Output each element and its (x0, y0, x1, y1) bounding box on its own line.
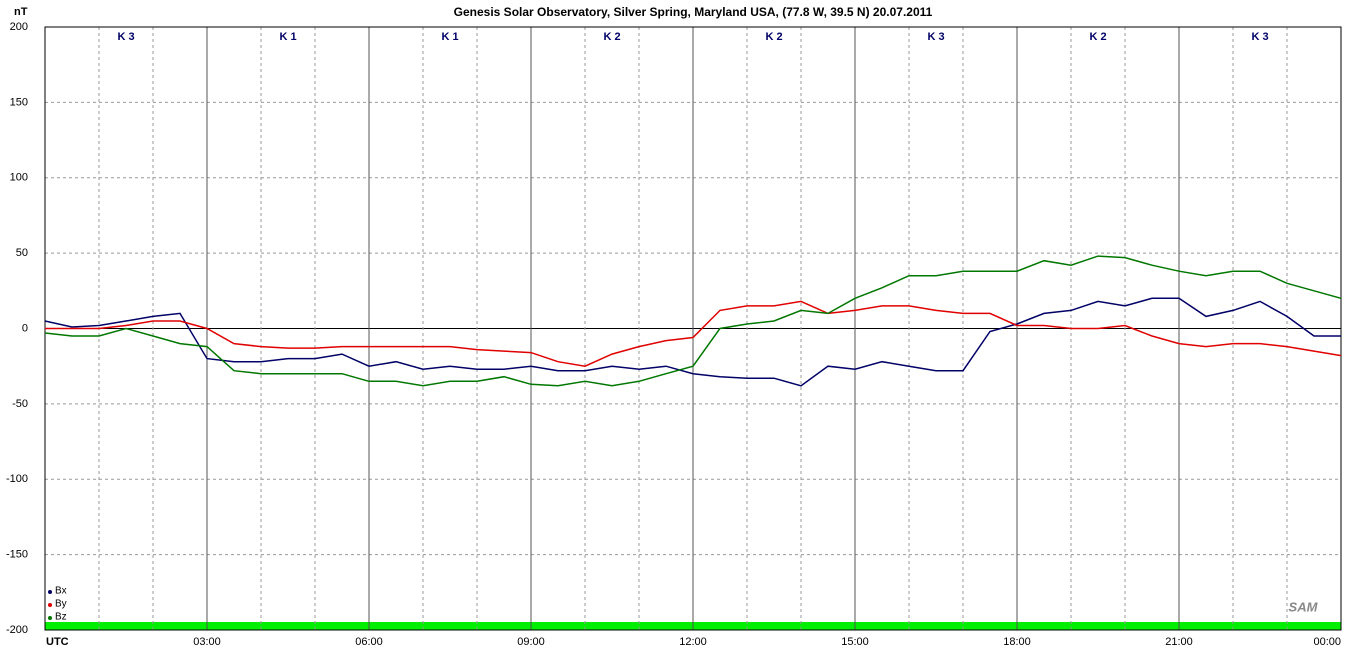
y-tick-label: -50 (12, 398, 28, 410)
k-index-label: K 2 (765, 31, 782, 43)
y-tick-label: -100 (6, 473, 28, 485)
y-tick-label: 200 (10, 21, 28, 33)
y-axis-label: nT (14, 6, 28, 18)
legend-label: By (55, 599, 67, 610)
legend-marker (48, 616, 52, 620)
x-tick-label: 12:00 (679, 636, 707, 648)
series-line (44, 255, 1342, 387)
legend-marker (48, 590, 52, 594)
y-tick-label: 100 (10, 172, 28, 184)
x-tick-label: 06:00 (355, 636, 383, 648)
k-index-label: K 3 (117, 31, 134, 43)
k-index-label: K 3 (1251, 31, 1268, 43)
x-tick-label: 21:00 (1165, 636, 1193, 648)
k-index-label: K 2 (603, 31, 620, 43)
x-tick-label: 00:00 (1313, 636, 1341, 648)
x-tick-label: 15:00 (841, 636, 869, 648)
chart-title: Genesis Solar Observatory, Silver Spring… (454, 5, 933, 19)
y-tick-label: 50 (16, 247, 28, 259)
y-tick-label: 0 (22, 322, 28, 334)
y-tick-label: -150 (6, 549, 28, 561)
y-tick-label: -200 (6, 624, 28, 636)
k-index-label: K 2 (1089, 31, 1106, 43)
logo: SAM (1289, 599, 1319, 614)
x-tick-label: 09:00 (517, 636, 545, 648)
legend-marker (48, 603, 52, 607)
series-line (45, 300, 1342, 367)
x-tick-label: 18:00 (1003, 636, 1031, 648)
legend-label: Bx (55, 586, 67, 597)
x-tick-label: UTC (46, 636, 69, 648)
legend-label: Bz (55, 612, 67, 623)
y-tick-label: 150 (10, 96, 28, 108)
x-tick-label: 03:00 (193, 636, 221, 648)
k-index-label: K 1 (441, 31, 458, 43)
series-line (44, 297, 1341, 387)
k-index-label: K 3 (927, 31, 944, 43)
k-index-label: K 1 (279, 31, 296, 43)
